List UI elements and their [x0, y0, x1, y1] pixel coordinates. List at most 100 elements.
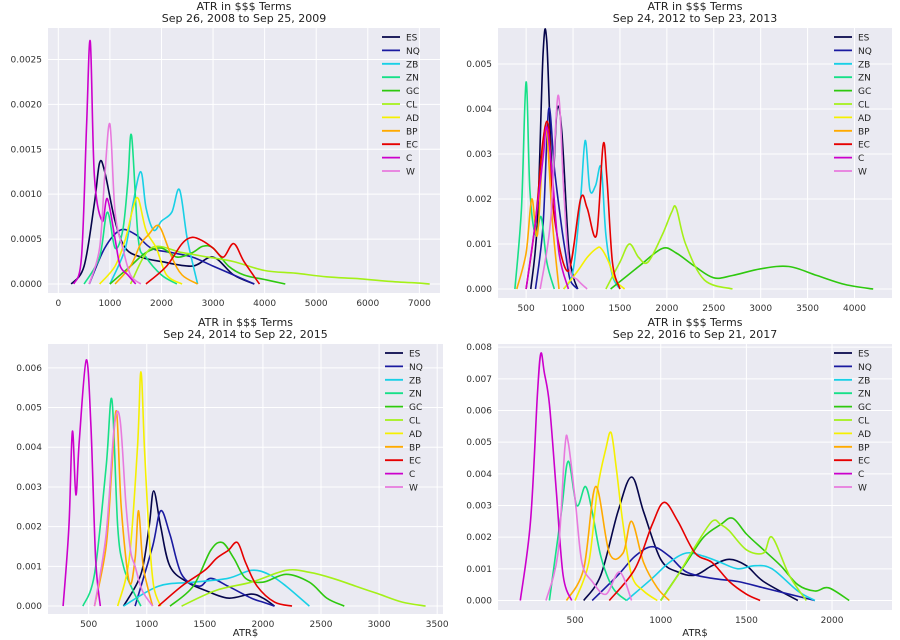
legend-label: AD — [409, 430, 422, 440]
x-axis-label: ATR$ — [233, 628, 258, 639]
legend-label: ZN — [858, 74, 871, 84]
chart-subtitle: Sep 26, 2008 to Sep 25, 2009 — [162, 12, 326, 25]
legend-label: BP — [858, 127, 870, 137]
y-tick-label: 0.005 — [466, 438, 492, 448]
legend-label: CL — [406, 101, 417, 111]
legend: ES NQ ZB ZN GC CL AD BP EC CW — [385, 350, 423, 494]
plot-area — [498, 28, 892, 298]
series-line-gc — [610, 247, 874, 290]
legend-label: GC — [858, 403, 871, 413]
x-tick-label: 1500 — [608, 304, 631, 314]
legend-label: ZN — [406, 74, 419, 84]
y-tick-label: 0.003 — [16, 483, 42, 493]
y-tick-label: 0.000 — [466, 285, 492, 295]
legend-label: AD — [858, 114, 871, 124]
series-line-w — [88, 122, 142, 285]
series-line-gc — [169, 541, 345, 607]
series-line-c — [519, 352, 573, 601]
y-tick-label: 0.006 — [16, 364, 42, 374]
y-tick-label: 0.005 — [16, 404, 42, 414]
x-tick-label: 3000 — [368, 620, 391, 630]
series-line-es — [583, 476, 799, 602]
y-tick-label: 0.001 — [466, 240, 492, 250]
series-line-bp — [565, 485, 670, 602]
series-line-c — [525, 126, 570, 290]
legend-label: ZB — [409, 376, 421, 386]
y-tick-label: 0.001 — [16, 562, 42, 572]
x-tick-label: 2500 — [310, 620, 333, 630]
x-tick-label: 1500 — [735, 616, 758, 626]
y-tick-label: 0.0020 — [11, 100, 43, 110]
y-tick-label: 0.0025 — [11, 55, 43, 65]
x-tick-label: 5000 — [305, 299, 328, 309]
y-tick-label: 0.002 — [16, 523, 42, 533]
series-line-ec — [145, 236, 261, 285]
y-tick-label: 0.003 — [466, 502, 492, 512]
x-axis-label: ATR$ — [682, 628, 707, 639]
series-line-zn — [83, 133, 178, 285]
series-lines — [62, 359, 426, 607]
legend-label: EC — [858, 457, 870, 467]
legend-label: ZB — [406, 60, 418, 70]
legend-label: ZB — [858, 376, 870, 386]
x-tick-label: 1000 — [98, 299, 121, 309]
x-tick-label: 1000 — [649, 616, 672, 626]
x-tick-label: 3500 — [796, 304, 819, 314]
series-line-ad — [574, 431, 658, 602]
legend-label: ZB — [858, 60, 870, 70]
x-tick-label: 2000 — [821, 616, 844, 626]
x-tick-label: 500 — [566, 616, 583, 626]
y-tick-label: 0.0010 — [11, 190, 43, 200]
legend-label: GC — [409, 403, 422, 413]
x-tick-label: 1000 — [562, 304, 585, 314]
series-line-ec — [608, 501, 761, 602]
legend-label: W — [409, 484, 418, 494]
legend: ES NQ ZB ZN GC CL AD BP EC CW — [382, 34, 420, 178]
x-tick-label: 1500 — [193, 620, 216, 630]
legend-label: BP — [858, 443, 870, 453]
y-tick-label: 0.002 — [466, 195, 492, 205]
x-tick-label: 2000 — [251, 620, 274, 630]
legend-label: W — [858, 168, 867, 178]
plot-area — [498, 344, 892, 610]
series-line-ad — [116, 371, 162, 607]
y-tick-label: 0.004 — [466, 470, 492, 480]
series-line-c — [73, 39, 137, 285]
x-tick-label: 6000 — [356, 299, 379, 309]
series-line-w — [539, 94, 588, 290]
legend-label: AD — [406, 114, 419, 124]
series-lines — [519, 352, 850, 602]
series-line-cl — [660, 519, 807, 601]
series-line-zb — [123, 569, 310, 607]
x-tick-label: 2000 — [655, 304, 678, 314]
chart-title: ATR in $$$ Terms — [197, 0, 292, 13]
series-line-zb — [562, 139, 621, 290]
x-tick-label: 3000 — [202, 299, 225, 309]
legend-label: NQ — [409, 363, 423, 373]
series-line-gc — [109, 244, 286, 285]
series-line-ec — [525, 120, 621, 290]
x-tick-label: 2000 — [150, 299, 173, 309]
series-line-zb — [625, 551, 816, 602]
legend-label: ES — [409, 350, 421, 360]
x-tick-label: 3000 — [749, 304, 772, 314]
x-tick-label: 3500 — [426, 620, 449, 630]
y-tick-label: 0.004 — [466, 105, 492, 115]
legend-label: BP — [406, 127, 418, 137]
legend-label: NQ — [406, 47, 420, 57]
plot-area — [48, 28, 440, 293]
x-tick-label: 2500 — [702, 304, 725, 314]
legend-label: ZN — [858, 390, 871, 400]
series-line-cl — [605, 205, 733, 290]
series-line-nq — [134, 509, 275, 607]
chart-subtitle: Sep 22, 2016 to Sep 21, 2017 — [613, 328, 777, 341]
x-tick-label: 500 — [80, 620, 97, 630]
y-tick-label: 0.006 — [466, 407, 492, 417]
x-tick-label: 0 — [55, 299, 61, 309]
x-tick-label: 7000 — [408, 299, 431, 309]
